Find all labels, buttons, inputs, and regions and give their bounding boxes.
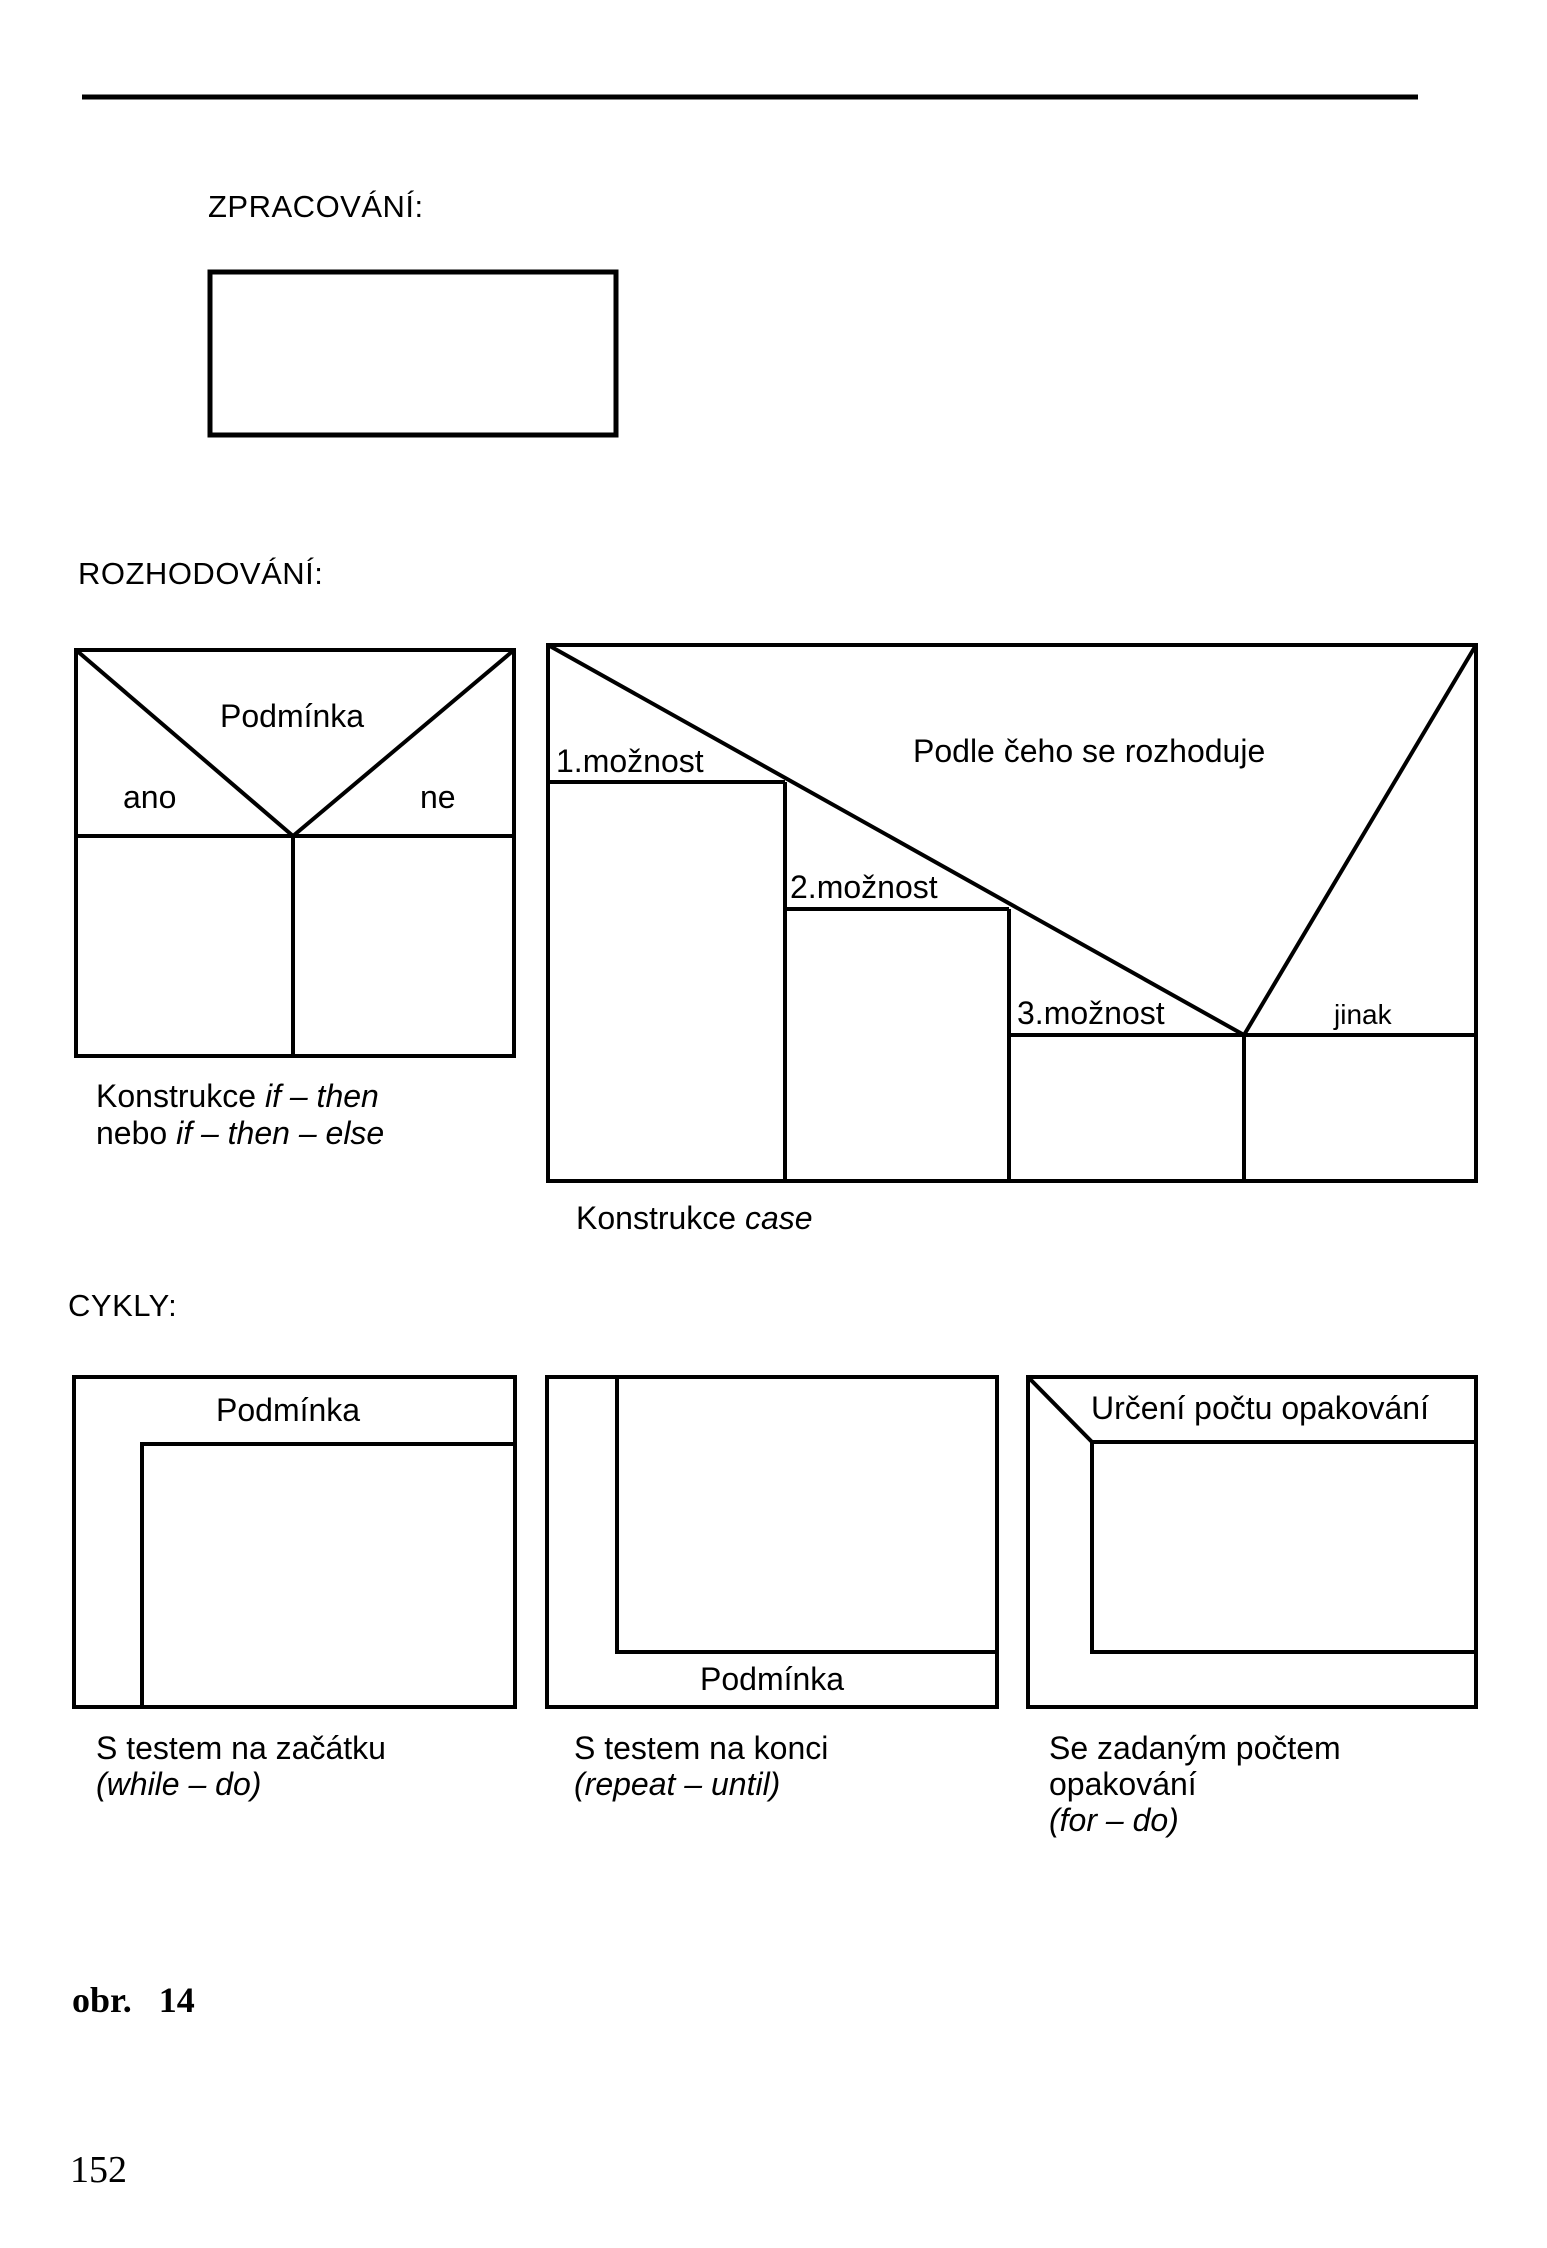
case-option-2: 2.možnost bbox=[790, 869, 938, 905]
section-label-decision: ROZHODOVÁNÍ: bbox=[78, 556, 323, 591]
if-no-label: ne bbox=[420, 779, 456, 815]
section-label-processing: ZPRACOVÁNÍ: bbox=[208, 189, 424, 224]
while-block: Podmínka bbox=[72, 1375, 517, 1709]
section-label-loops: CYKLY: bbox=[68, 1288, 177, 1323]
while-caption-line2: (while – do) bbox=[96, 1766, 261, 1802]
for-caption-line2: opakování bbox=[1049, 1766, 1197, 1802]
case-option-3: 3.možnost bbox=[1017, 995, 1165, 1031]
while-condition-label: Podmínka bbox=[216, 1392, 360, 1428]
for-caption-line3: (for – do) bbox=[1049, 1802, 1179, 1838]
for-header-label: Určení počtu opakování bbox=[1091, 1390, 1429, 1426]
case-option-1: 1.možnost bbox=[556, 743, 704, 779]
if-caption-line2: nebo if – then – else bbox=[96, 1115, 384, 1151]
if-yes-label: ano bbox=[123, 779, 176, 815]
if-condition-label: Podmínka bbox=[220, 698, 364, 734]
case-block: Podle čeho se rozhoduje 1.možnost 2.možn… bbox=[546, 643, 1478, 1183]
case-caption: Konstrukce case bbox=[576, 1200, 813, 1236]
case-title: Podle čeho se rozhoduje bbox=[913, 733, 1265, 769]
repeat-condition-label: Podmínka bbox=[700, 1661, 844, 1697]
repeat-block: Podmínka bbox=[545, 1375, 999, 1709]
if-caption-line1: Konstrukce if – then bbox=[96, 1078, 379, 1114]
processing-block bbox=[207, 269, 619, 438]
for-block: Určení počtu opakování bbox=[1026, 1375, 1478, 1709]
while-caption-line1: S testem na začátku bbox=[96, 1730, 386, 1766]
figure-label: obr. 14 bbox=[72, 1980, 195, 2020]
repeat-caption-line2: (repeat – until) bbox=[574, 1766, 780, 1802]
case-otherwise: jinak bbox=[1333, 999, 1393, 1030]
for-caption-line1: Se zadaným počtem bbox=[1049, 1730, 1341, 1766]
repeat-caption-line1: S testem na konci bbox=[574, 1730, 828, 1766]
if-block: Podmínka ano ne bbox=[74, 648, 516, 1058]
page-number: 152 bbox=[70, 2149, 127, 2191]
